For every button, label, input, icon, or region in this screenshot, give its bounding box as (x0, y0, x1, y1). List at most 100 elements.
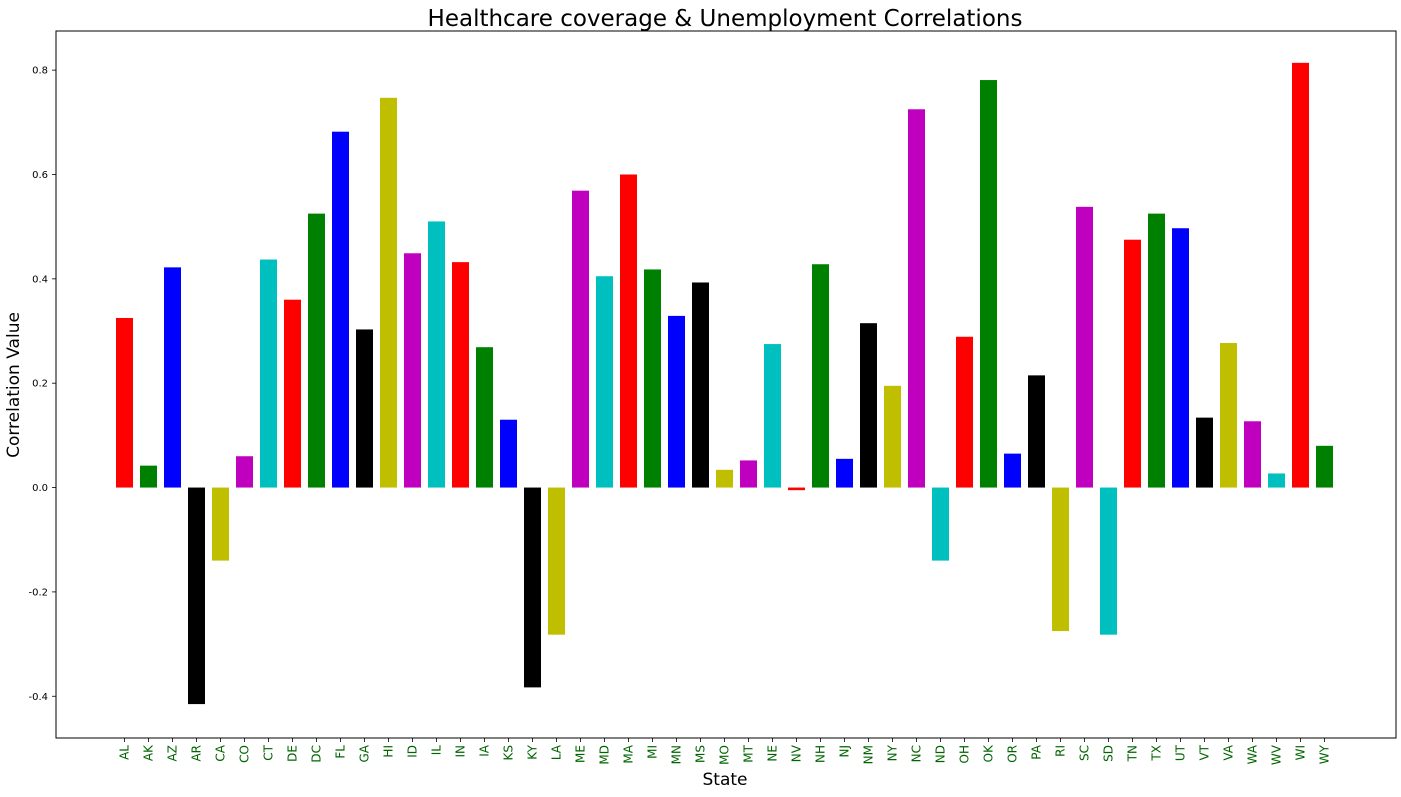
x-tick-label-mn: MN (670, 745, 684, 764)
x-tick-label-ri: RI (1054, 745, 1068, 757)
y-tick-label: 0.0 (32, 483, 48, 494)
bar-hi (380, 97, 397, 488)
bar-nd (932, 487, 949, 561)
bars-layer (116, 62, 1333, 705)
bar-mt (740, 460, 757, 488)
bar-ms (692, 282, 709, 488)
y-axis-label: Correlation Value (4, 312, 24, 458)
bar-tn (1124, 239, 1141, 488)
bar-al (116, 317, 133, 488)
bar-co (236, 456, 253, 488)
plot-frame (55, 30, 1397, 739)
bar-ny (884, 385, 901, 488)
bar-ct (260, 259, 277, 488)
x-tick-label-nv: NV (790, 744, 804, 762)
bar-nv (788, 487, 805, 491)
bar-mo (716, 469, 733, 488)
bar-nh (812, 264, 829, 488)
bar-tx (1148, 213, 1165, 488)
x-tick-label-il: IL (430, 745, 444, 756)
x-tick-label-me: ME (574, 745, 588, 763)
y-tick-label: 0.6 (32, 170, 48, 181)
bar-md (596, 276, 613, 488)
x-tick-label-nh: NH (814, 745, 828, 763)
x-tick-label-wy: WY (1318, 744, 1332, 764)
bar-vt (1196, 417, 1213, 488)
bar-wv (1268, 473, 1285, 488)
x-tick-label-ar: AR (190, 745, 204, 762)
x-tick-label-nj: NJ (838, 745, 852, 758)
x-tick-label-nc: NC (910, 745, 924, 762)
x-tick-label-co: CO (238, 745, 252, 763)
x-tick-label-vt: VT (1198, 744, 1212, 760)
x-tick-label-id: ID (406, 745, 420, 758)
x-tick-label-wi: WI (1294, 745, 1308, 760)
x-tick-label-ks: KS (502, 745, 516, 761)
x-tick-label-fl: FL (334, 745, 348, 759)
x-tick-label-sc: SC (1078, 745, 1092, 761)
bar-in (452, 262, 469, 488)
x-tick-label-hi: HI (382, 745, 396, 758)
x-tick-label-mi: MI (646, 745, 660, 759)
bar-ga (356, 329, 373, 488)
bar-mn (668, 315, 685, 488)
bar-dc (308, 213, 325, 488)
bar-ok (980, 80, 997, 488)
x-tick-label-nd: ND (934, 745, 948, 763)
y-axis: -0.4 -0.2 0.0 0.2 0.4 0.6 0.8 (28, 66, 56, 703)
x-tick-label-wv: WV (1270, 744, 1284, 765)
x-tick-label-in: IN (454, 745, 468, 758)
bar-ne (764, 344, 781, 488)
bar-or (1004, 453, 1021, 488)
bar-va (1220, 343, 1237, 488)
x-tick-label-la: LA (550, 744, 564, 760)
x-tick-label-ct: CT (262, 744, 276, 760)
x-tick-label-ma: MA (622, 744, 636, 763)
bar-wa (1244, 421, 1261, 488)
bar-ri (1052, 487, 1069, 632)
bar-ut (1172, 228, 1189, 488)
x-tick-label-or: OR (1006, 745, 1020, 763)
bar-wy (1316, 445, 1333, 488)
bar-ia (476, 347, 493, 488)
x-axis-label: State (703, 770, 748, 790)
bar-wi (1292, 62, 1309, 488)
x-tick-label-al: AL (118, 745, 132, 760)
bar-il (428, 221, 445, 488)
y-tick-label: -0.2 (28, 587, 48, 598)
bar-ky (524, 487, 541, 688)
x-axis: AL AK AZ AR CA CO CT DE DC FL GA HI ID IL IN IA KS KY LA ME… (118, 738, 1332, 765)
x-tick-label-de: DE (286, 745, 300, 762)
x-tick-label-dc: DC (310, 745, 324, 763)
x-tick-label-va: VA (1222, 744, 1236, 760)
bar-sd (1100, 487, 1117, 635)
bar-mi (644, 269, 661, 488)
x-tick-label-ga: GA (358, 744, 372, 762)
bar-ar (188, 487, 205, 705)
x-tick-label-ky: KY (526, 744, 540, 759)
bar-pa (1028, 375, 1045, 488)
bar-ak (140, 465, 157, 488)
x-tick-label-mt: MT (742, 744, 756, 762)
x-tick-label-tx: TX (1150, 745, 1164, 762)
x-tick-label-ca: CA (214, 744, 228, 761)
x-tick-label-ak: AK (142, 744, 156, 761)
x-tick-label-sd: SD (1102, 745, 1116, 762)
bar-oh (956, 336, 973, 488)
x-tick-label-wa: WA (1246, 744, 1260, 764)
x-tick-label-ne: NE (766, 745, 780, 762)
x-tick-label-mo: MO (718, 745, 732, 765)
x-tick-label-az: AZ (166, 745, 180, 761)
x-tick-label-ny: NY (886, 744, 900, 761)
bar-ma (620, 174, 637, 488)
x-tick-label-pa: PA (1030, 744, 1044, 759)
bar-az (164, 267, 181, 488)
x-tick-label-tn: TN (1126, 745, 1140, 762)
x-tick-label-ms: MS (694, 745, 708, 763)
bar-nm (860, 323, 877, 488)
bar-sc (1076, 206, 1093, 488)
x-tick-label-nm: NM (862, 745, 876, 764)
x-tick-label-oh: OH (958, 745, 972, 763)
y-tick-label: 0.8 (32, 66, 48, 77)
